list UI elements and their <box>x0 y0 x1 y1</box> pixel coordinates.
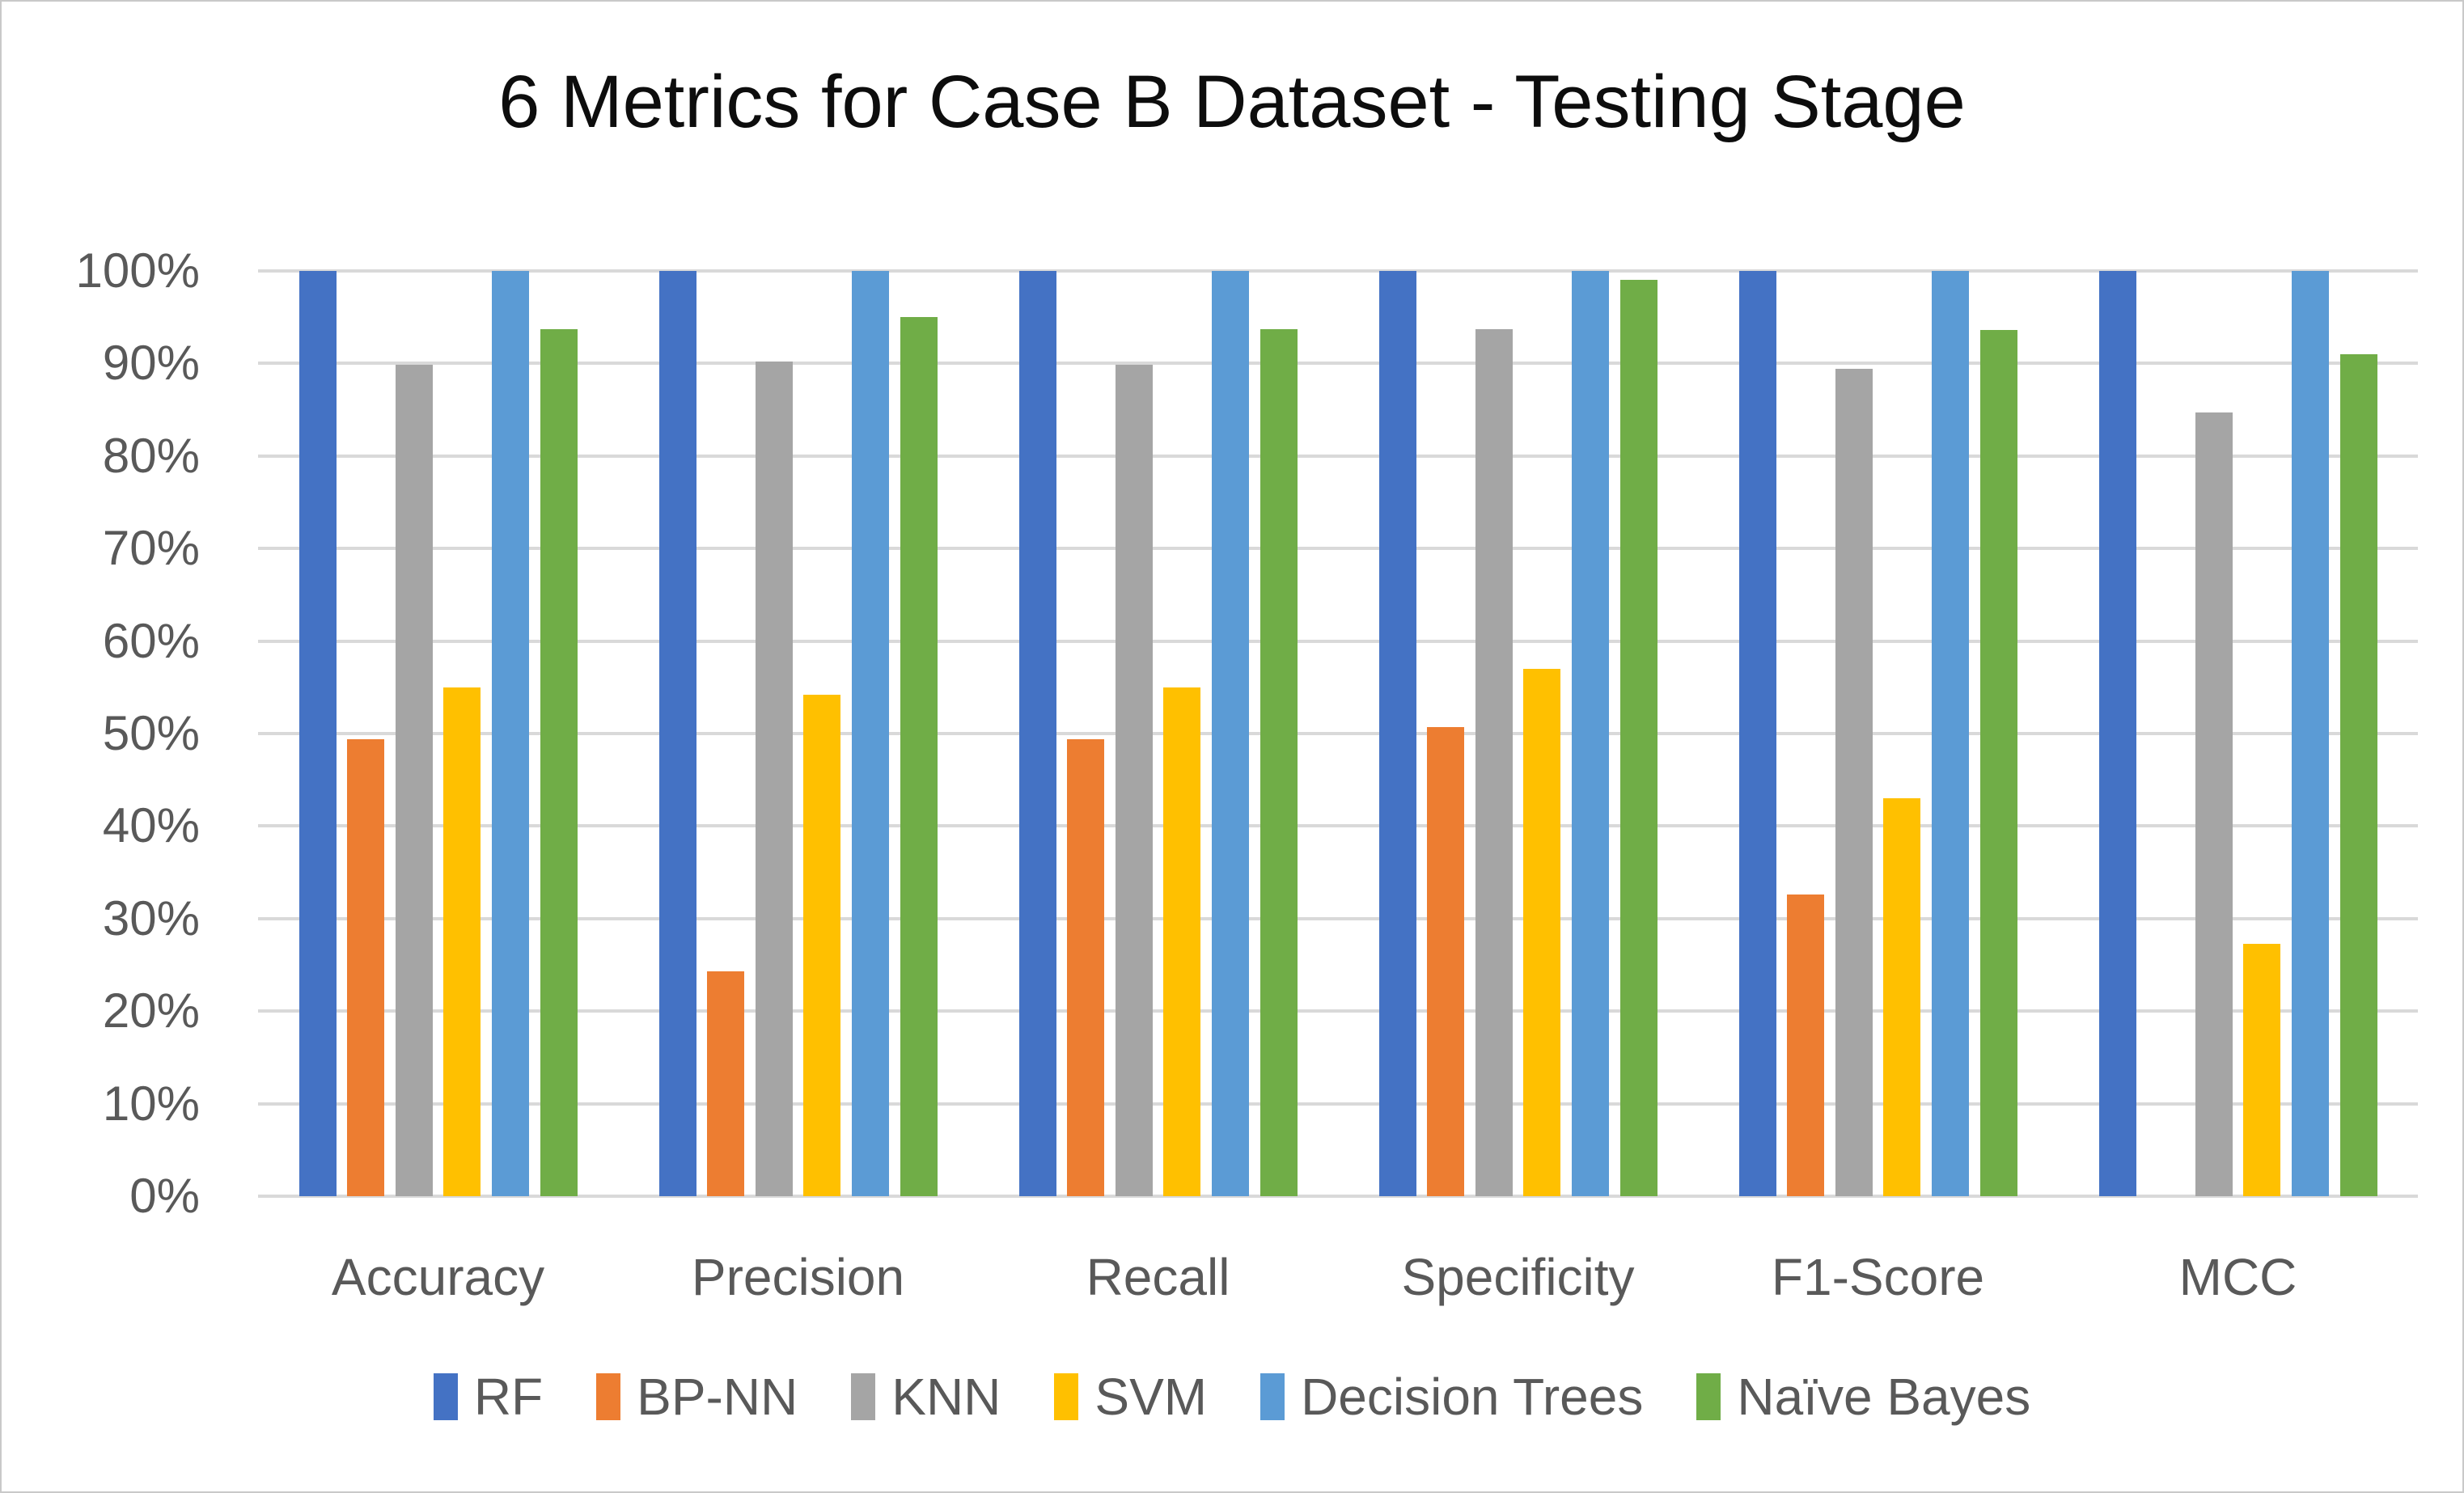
bar-Decision Trees-Specificity <box>1571 271 1609 1196</box>
x-tick-label-Precision: Precision <box>691 1248 905 1306</box>
legend-item-RF: RF <box>433 1367 544 1427</box>
gridline-30 <box>258 916 2418 920</box>
gridline-80 <box>258 454 2418 458</box>
bar-RF-Specificity <box>1378 271 1416 1196</box>
bar-BP-NN-Specificity <box>1427 727 1465 1196</box>
legend-label: BP-NN <box>637 1368 798 1426</box>
bar-group-Specificity <box>1338 271 1698 1196</box>
gridline-10 <box>258 1102 2418 1106</box>
gridline-0 <box>258 1195 2418 1198</box>
bar-Naïve Bayes-MCC <box>2339 353 2377 1196</box>
gridline-70 <box>258 547 2418 551</box>
legend-marker-icon <box>1696 1373 1721 1420</box>
bar-Decision Trees-Recall <box>1211 271 1249 1196</box>
bar-group-Accuracy <box>258 271 618 1196</box>
gridline-90 <box>258 362 2418 366</box>
bar-RF-Accuracy <box>298 271 337 1196</box>
legend-marker-icon <box>1054 1373 1079 1420</box>
x-tick-label-MCC: MCC <box>2178 1248 2297 1306</box>
x-tick-label-Specificity: Specificity <box>1401 1248 1635 1306</box>
x-axis: Accuracy Precision Recall Specificity F1-Sco… <box>258 1247 2418 1307</box>
bar-RF-Precision <box>658 271 696 1196</box>
legend-label: SVM <box>1094 1368 1208 1426</box>
bar-BP-NN-F1-Score <box>1787 895 1825 1196</box>
legend-marker-icon <box>433 1373 458 1420</box>
x-tick-label-Recall: Recall <box>1086 1248 1230 1306</box>
bar-SVM-MCC <box>2243 943 2281 1196</box>
bar-BP-NN-Accuracy <box>347 738 385 1196</box>
gridline-40 <box>258 824 2418 828</box>
bar-group-MCC <box>2058 271 2418 1196</box>
legend-item-BP-NN: BP-NN <box>596 1367 798 1427</box>
x-tick-label-Accuracy: Accuracy <box>331 1248 545 1306</box>
legend-item-KNN: KNN <box>851 1367 1001 1427</box>
bar-Naïve Bayes-F1-Score <box>1979 330 2017 1196</box>
y-tick-label: 20% <box>102 983 200 1038</box>
legend-marker-icon <box>596 1373 621 1420</box>
y-axis: 0% 10% 20% 30% 40% 50% 60% 70% 80% 90% 100% <box>2 243 200 1223</box>
gridline-20 <box>258 1009 2418 1013</box>
bar-Naïve Bayes-Precision <box>900 317 938 1196</box>
y-tick-label: 80% <box>102 428 200 483</box>
bar-SVM-Recall <box>1163 687 1201 1196</box>
bar-SVM-F1-Score <box>1883 798 1921 1196</box>
y-tick-label: 90% <box>102 336 200 391</box>
x-tick-label-F1-Score: F1-Score <box>1771 1248 1985 1306</box>
y-tick-label: 60% <box>102 613 200 668</box>
bar-SVM-Specificity <box>1523 668 1561 1196</box>
bar-KNN-Accuracy <box>395 364 433 1196</box>
chart-title: 6 Metrics for Case B Dataset - Testing S… <box>498 61 1966 143</box>
legend-label: Naïve Bayes <box>1737 1368 2031 1426</box>
bar-group-F1-Score <box>1698 271 2058 1196</box>
bar-Naïve Bayes-Specificity <box>1619 280 1657 1196</box>
legend-marker-icon <box>1260 1373 1285 1420</box>
bar-KNN-MCC <box>2195 412 2233 1196</box>
y-tick-label: 40% <box>102 798 200 853</box>
legend-marker-icon <box>851 1373 876 1420</box>
y-tick-label: 0% <box>129 1169 200 1223</box>
bar-BP-NN-Recall <box>1067 738 1105 1196</box>
gridline-100 <box>258 269 2418 273</box>
bar-Naïve Bayes-Recall <box>1260 329 1298 1196</box>
bar-RF-MCC <box>2098 271 2136 1196</box>
bar-SVM-Accuracy <box>443 687 481 1196</box>
bar-Decision Trees-Precision <box>851 271 889 1196</box>
bar-Decision Trees-MCC <box>2291 271 2329 1196</box>
y-tick-label: 50% <box>102 706 200 760</box>
legend-label: KNN <box>891 1368 1001 1426</box>
bar-Naïve Bayes-Accuracy <box>540 329 578 1196</box>
legend-label: Decision Trees <box>1301 1368 1644 1426</box>
y-tick-label: 10% <box>102 1076 200 1131</box>
bar-KNN-Specificity <box>1475 329 1513 1196</box>
bar-KNN-F1-Score <box>1835 369 1873 1196</box>
legend-item-SVM: SVM <box>1054 1367 1207 1427</box>
legend-item-Decision Trees: Decision Trees <box>1260 1367 1643 1427</box>
bar-KNN-Precision <box>755 362 793 1196</box>
legend-item-Naïve Bayes: Naïve Bayes <box>1696 1367 2030 1427</box>
bar-BP-NN-Precision <box>707 971 745 1196</box>
legend-label: RF <box>473 1368 544 1426</box>
y-tick-label: 70% <box>102 521 200 576</box>
plot-area <box>258 269 2418 1198</box>
bar-RF-F1-Score <box>1738 271 1776 1196</box>
bar-Decision Trees-F1-Score <box>1931 271 1969 1196</box>
bar-group-Precision <box>618 271 978 1196</box>
y-tick-label: 100% <box>75 243 200 298</box>
bar-Decision Trees-Accuracy <box>491 271 529 1196</box>
bar-SVM-Precision <box>803 694 841 1196</box>
bar-group-Recall <box>978 271 1338 1196</box>
y-tick-label: 30% <box>102 890 200 945</box>
bar-KNN-Recall <box>1115 364 1153 1196</box>
gridline-50 <box>258 732 2418 735</box>
gridline-60 <box>258 639 2418 643</box>
bar-RF-Recall <box>1018 271 1056 1196</box>
legend: RF BP-NN KNN SVM Decision Trees Naïve Bayes <box>2 1367 2462 1427</box>
